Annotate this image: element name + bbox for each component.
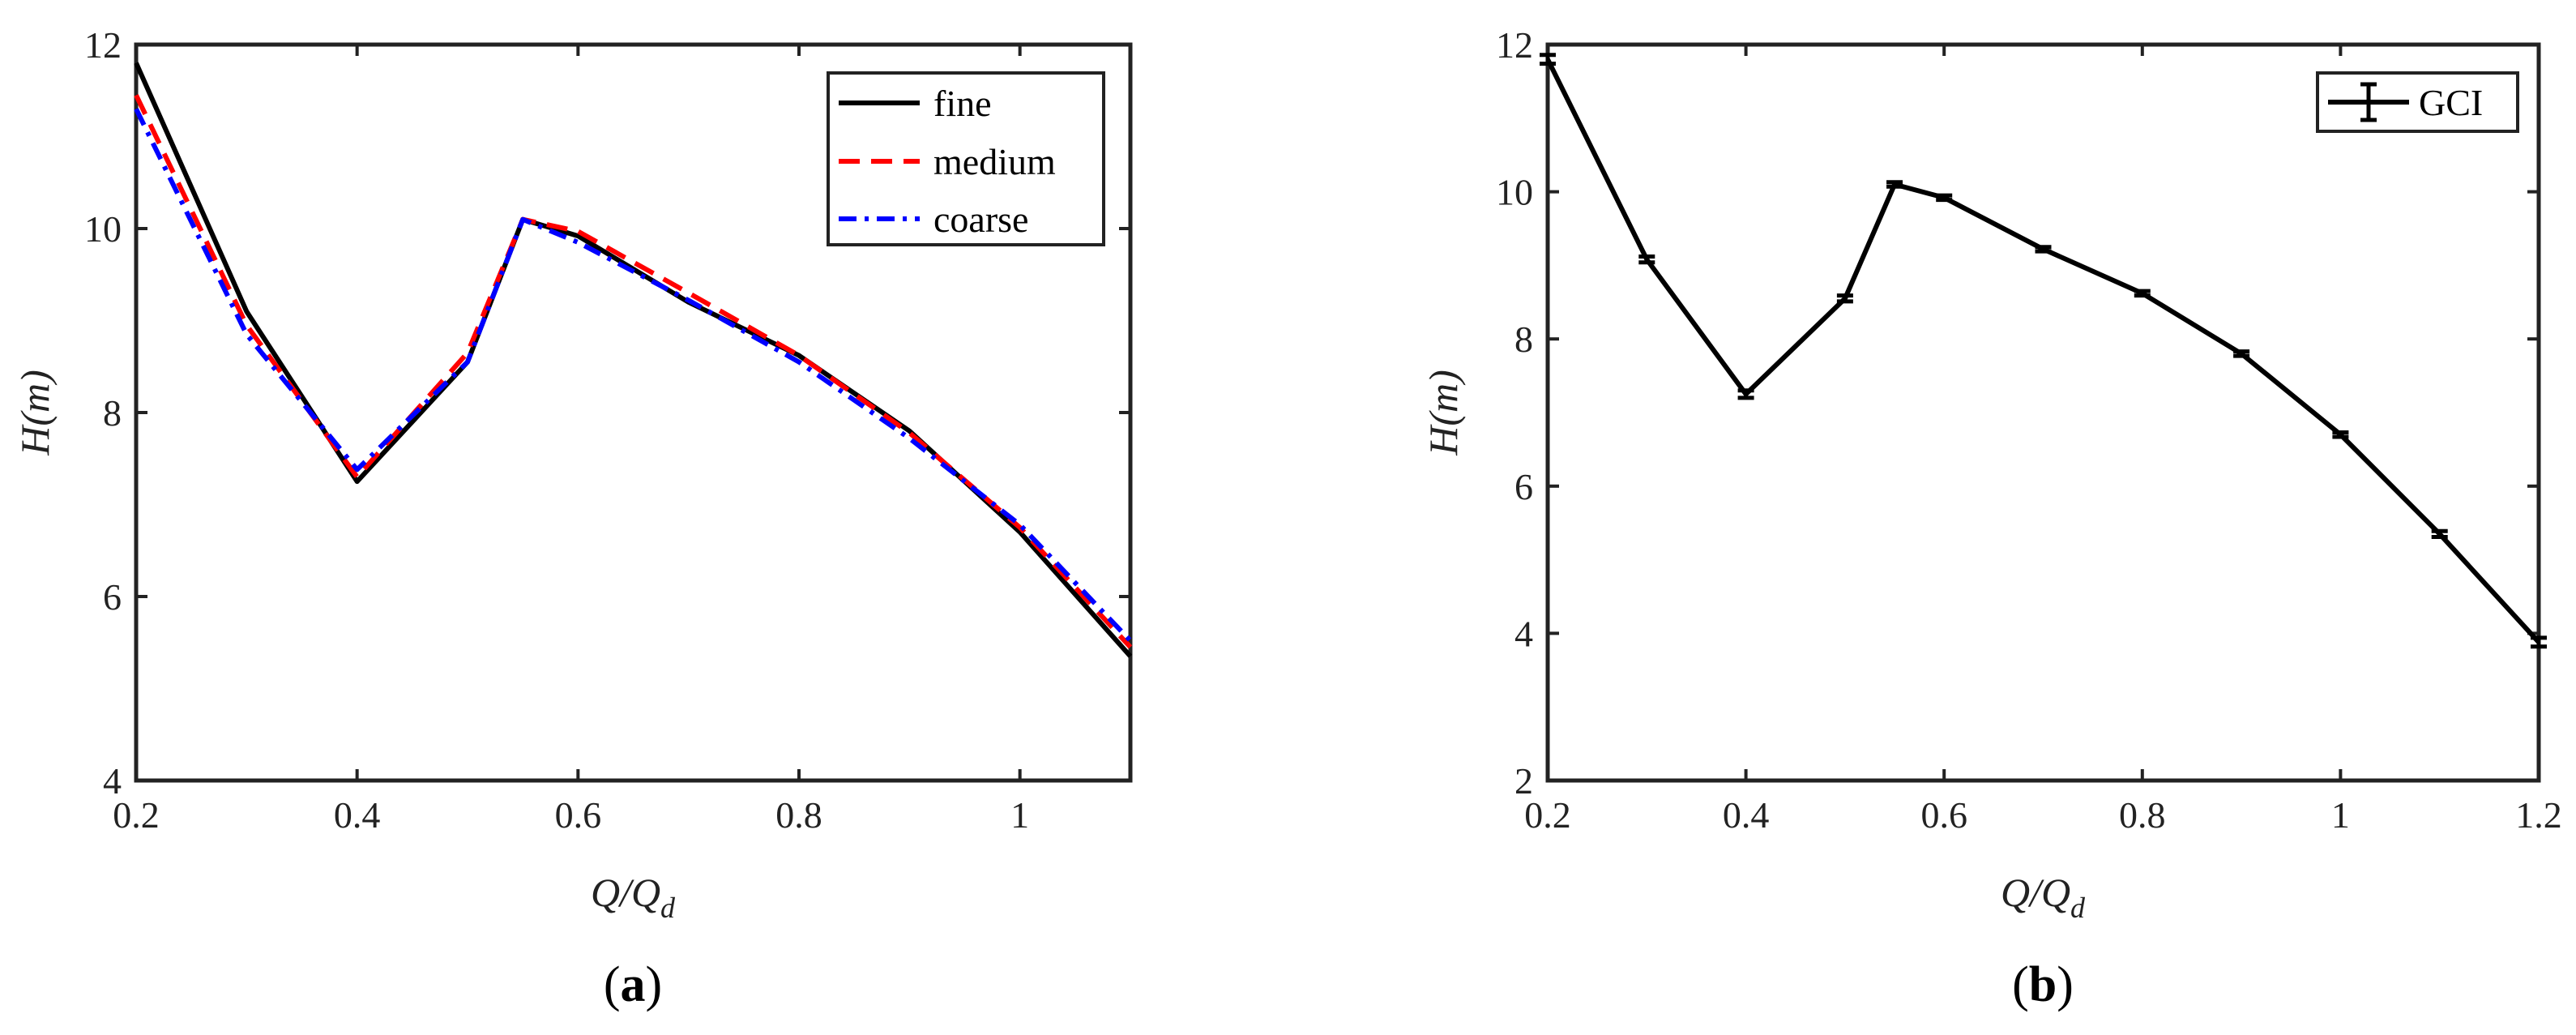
caption-b-open: ( <box>2012 957 2029 1012</box>
legend-label-medium: medium <box>933 141 1056 182</box>
y-tick-label: 10 <box>1496 172 1533 213</box>
y-tick-label: 10 <box>84 208 122 250</box>
series-line-coarse <box>134 108 1133 643</box>
x-tick-label: 1 <box>1010 794 1029 836</box>
plot-area-b <box>1545 42 2541 783</box>
x-axis-label-sub-b: d <box>2070 892 2086 924</box>
x-axis-label-sub-a: d <box>660 892 676 924</box>
x-tick-label: 1 <box>2331 794 2350 836</box>
series-line-gci <box>1545 58 2541 644</box>
legend-label-fine: fine <box>933 83 992 124</box>
x-tick-label: 0.2 <box>1524 794 1571 836</box>
x-tick-label: 0.4 <box>1723 794 1770 836</box>
series-group-b <box>1540 53 2547 649</box>
svg-text:Q/Qd: Q/Qd <box>2001 870 2086 924</box>
y-tick-label: 8 <box>103 392 122 434</box>
y-tick-label: 12 <box>84 24 122 66</box>
series-group-a <box>134 62 1133 658</box>
ticks-b: 0.2 0.4 0.6 0.8 1 1.2 2 4 6 8 10 12 <box>1496 24 2562 836</box>
y-tick-label: 2 <box>1514 760 1533 802</box>
x-tick-label: 0.2 <box>113 794 160 836</box>
x-axis-label-a: Q/Qd <box>591 870 676 924</box>
caption-b-letter: b <box>2029 957 2057 1012</box>
x-tick-label: 0.6 <box>555 794 602 836</box>
x-axis-label-main-a: Q/Q <box>591 870 660 915</box>
x-tick-label: 0.6 <box>1920 794 1967 836</box>
caption-a-close: ) <box>646 957 663 1012</box>
svg-text:Q/Qd: Q/Qd <box>591 870 676 924</box>
y-axis-label-a: H(m) <box>12 370 58 456</box>
legend-label-gci: GCI <box>2419 82 2483 123</box>
legend-b: GCI <box>2316 71 2519 133</box>
ticks-a: 0.2 0.4 0.6 0.8 1 4 6 8 10 12 <box>84 24 1130 836</box>
legend-a: fine medium coarse <box>827 71 1105 246</box>
y-tick-label: 12 <box>1496 24 1533 66</box>
x-axis-label-main-b: Q/Q <box>2001 870 2070 915</box>
caption-a: (a) <box>604 957 662 1012</box>
caption-a-open: ( <box>604 957 621 1012</box>
x-axis-label-b: Q/Qd <box>2001 870 2086 924</box>
y-tick-label: 4 <box>1514 613 1533 654</box>
y-tick-label: 8 <box>1514 319 1533 360</box>
x-tick-label: 0.8 <box>775 794 822 836</box>
legend-label-coarse: coarse <box>933 199 1028 240</box>
x-tick-label: 0.4 <box>334 794 381 836</box>
chart-panel-b: 0.2 0.4 0.6 0.8 1 1.2 2 4 6 8 10 12 Q/Qd H(m) GCI (… <box>1420 24 2562 1012</box>
chart-panel-a: 0.2 0.4 0.6 0.8 1 4 6 8 10 12 Q/Qd H(m) fine medi… <box>12 24 1133 1012</box>
x-tick-label: 0.8 <box>2119 794 2166 836</box>
caption-a-letter: a <box>621 957 646 1012</box>
y-tick-label: 6 <box>103 576 122 618</box>
y-tick-label: 6 <box>1514 466 1533 507</box>
caption-b-close: ) <box>2057 957 2074 1012</box>
x-tick-label: 1.2 <box>2515 794 2562 836</box>
y-tick-label: 4 <box>103 760 122 802</box>
y-axis-label-b: H(m) <box>1420 370 1466 456</box>
caption-b: (b) <box>2012 957 2074 1012</box>
